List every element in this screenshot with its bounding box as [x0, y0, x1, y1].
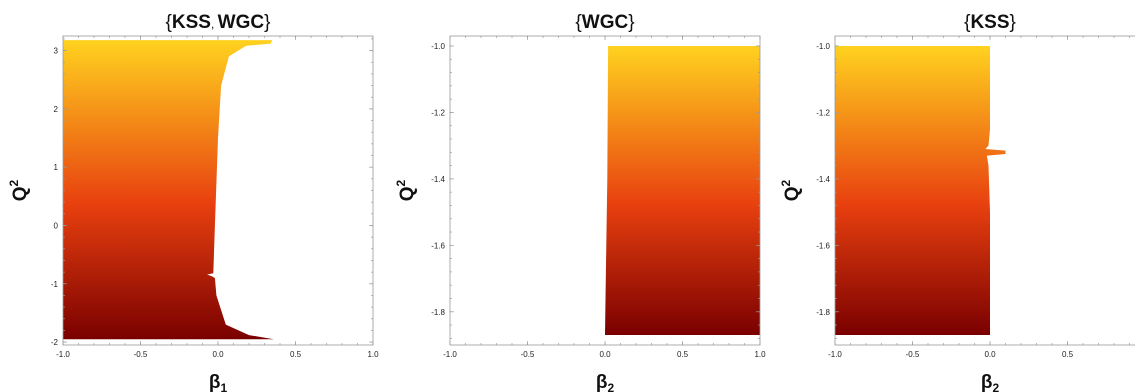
x-tick-label: 0.5 [1062, 350, 1074, 359]
x-tick-label: -0.5 [521, 350, 535, 359]
allowed-region [835, 46, 1006, 335]
y-tick-label: 2 [54, 105, 59, 114]
chart-panel-1: -1.0 -0.5 0.0 0.5 1.0 -2 -1 0 1 2 3 {KSS, WGC} β1 Q2 [7, 12, 379, 392]
y-tick-label: -1.2 [816, 108, 830, 117]
y-tick-label: -1.0 [431, 42, 445, 51]
x-tick-label: 0.0 [984, 350, 996, 359]
y-tick-label: -1.6 [431, 241, 445, 250]
x-tick-label: 0.0 [599, 350, 611, 359]
x-tick-label: 1.0 [754, 350, 766, 359]
y-tick-label: 0 [54, 221, 59, 230]
x-axis-label: β1 [209, 372, 228, 392]
x-axis-label: β2 [981, 372, 1000, 392]
y-tick-label: 1 [54, 163, 59, 172]
y-axis-label: Q2 [394, 179, 418, 201]
y-tick-label: -1.2 [431, 108, 445, 117]
allowed-region [63, 40, 274, 340]
y-tick-label: -1.8 [431, 308, 445, 317]
allowed-region [605, 46, 760, 335]
y-tick-label: -1.4 [431, 175, 445, 184]
x-tick-label: -0.5 [134, 350, 148, 359]
x-tick-label: -1.0 [828, 350, 842, 359]
panel-title: {KSS, WGC} [166, 12, 271, 33]
y-tick-label: -1.8 [816, 308, 830, 317]
panel-title: {WGC} [575, 12, 634, 33]
y-tick-label: -1 [51, 280, 59, 289]
y-tick-label: -1.0 [816, 42, 830, 51]
x-tick-label: -0.5 [906, 350, 920, 359]
x-tick-label: -1.0 [443, 350, 457, 359]
y-axis-label: Q2 [779, 179, 803, 201]
x-tick-label: 1.0 [367, 350, 379, 359]
x-axis-label: β2 [596, 372, 615, 392]
y-axis-label: Q2 [7, 179, 31, 201]
x-tick-label: 0.5 [677, 350, 689, 359]
chart-panel-3: -1.0-0.50.00.51.0-1.8-1.6-1.4-1.2-1.0{KS… [779, 12, 1135, 392]
panel-title: {KSS} [964, 12, 1016, 33]
x-tick-label: 0.5 [290, 350, 302, 359]
y-tick-label: -2 [51, 338, 59, 347]
x-tick-label: -1.0 [56, 350, 70, 359]
y-tick-label: 3 [54, 47, 59, 56]
y-tick-label: -1.6 [816, 241, 830, 250]
chart-panel-2: -1.0 -0.5 0.0 0.5 1.0 -1.8 -1.6 -1.4 -1.2 -1.0 {WG… [394, 12, 766, 392]
y-tick-label: -1.4 [816, 175, 830, 184]
x-tick-label: 0.0 [212, 350, 224, 359]
